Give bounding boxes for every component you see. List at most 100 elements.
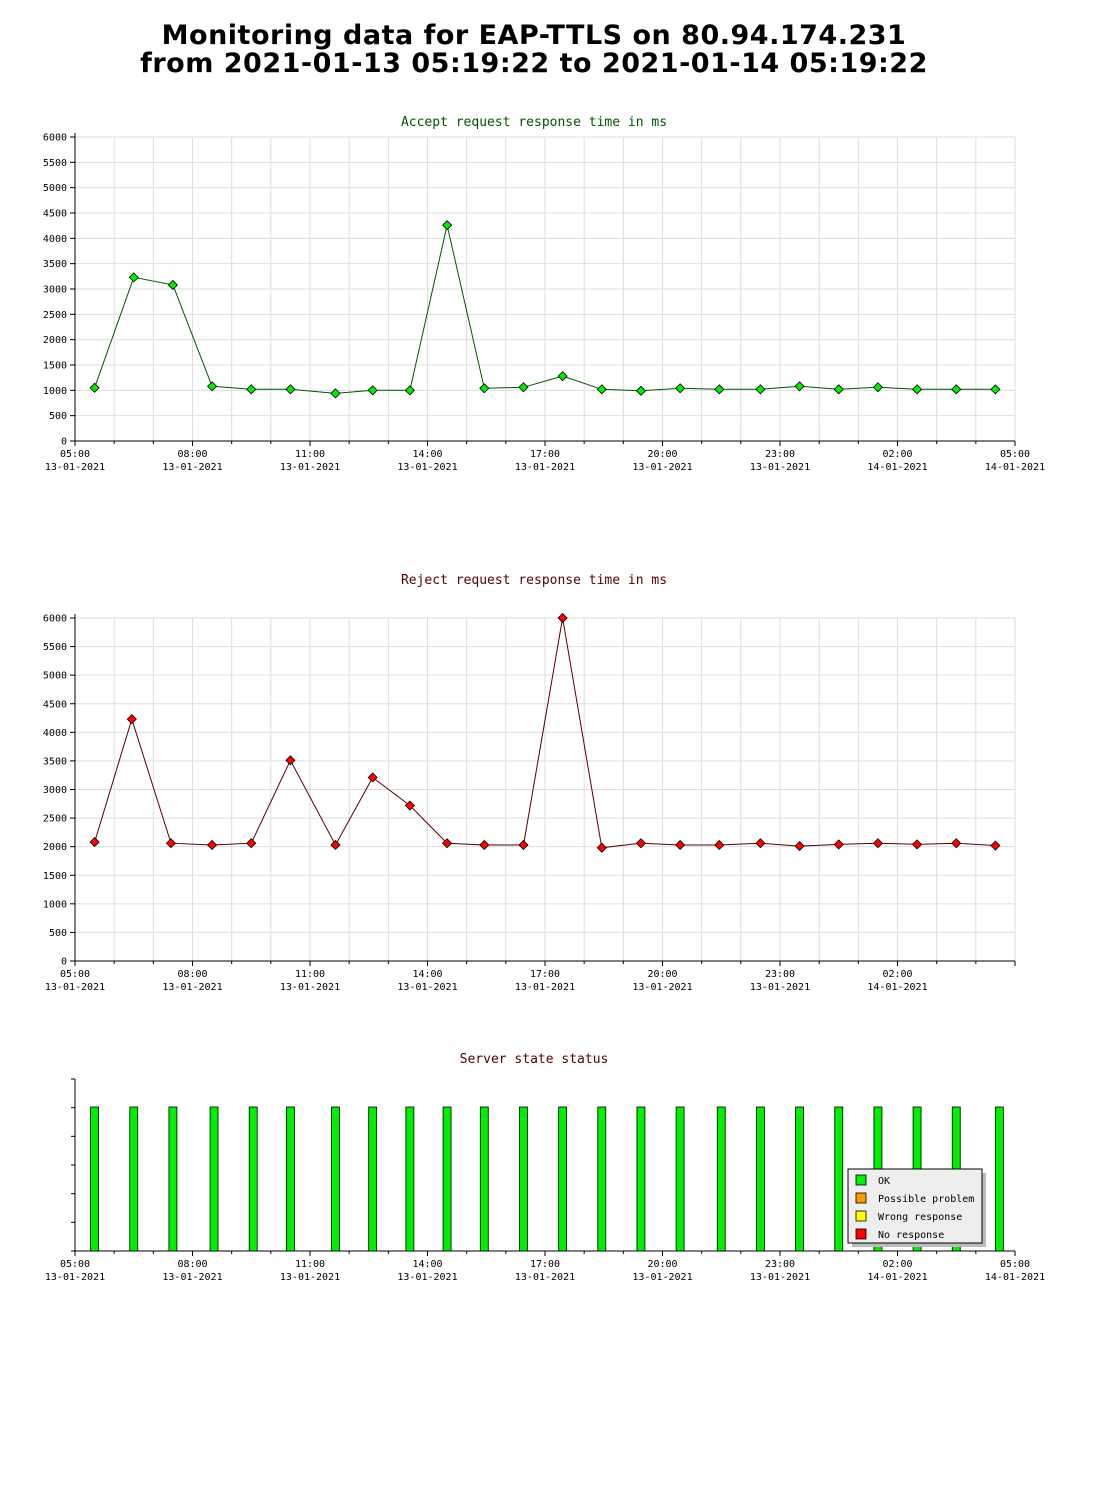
y-tick-label: 4500 xyxy=(43,699,67,710)
x-tick-label-date: 14-01-2021 xyxy=(985,462,1045,473)
data-point xyxy=(518,839,529,851)
x-tick-label-date: 13-01-2021 xyxy=(280,1272,340,1283)
data-point xyxy=(912,384,923,395)
x-tick-label-time: 11:00 xyxy=(295,1259,325,1270)
x-tick-label-date: 13-01-2021 xyxy=(280,462,340,473)
status-bar xyxy=(519,1106,528,1252)
status-bar xyxy=(756,1106,765,1252)
y-tick-label: 0 xyxy=(61,957,67,968)
data-point xyxy=(714,384,725,395)
y-tick-label: 1500 xyxy=(43,361,67,372)
y-tick-label: 1500 xyxy=(43,871,67,882)
legend-swatch xyxy=(855,1174,867,1186)
data-point xyxy=(165,838,177,849)
x-tick-label-date: 13-01-2021 xyxy=(397,462,457,473)
page-title: Monitoring data for EAP-TTLS on 80.94.17… xyxy=(0,22,1068,78)
status-bar xyxy=(331,1106,340,1252)
y-tick-label: 5000 xyxy=(43,183,67,194)
data-point xyxy=(833,384,844,395)
y-tick-label: 500 xyxy=(49,411,67,422)
data-point xyxy=(990,384,1001,395)
chart-title: Server state status xyxy=(460,1052,609,1067)
status-bar xyxy=(675,1106,685,1252)
data-point xyxy=(990,840,1001,851)
y-tick-label: 5500 xyxy=(43,158,67,169)
status-bar xyxy=(209,1106,219,1252)
data-point xyxy=(635,385,647,396)
data-point xyxy=(596,384,607,395)
x-tick-label-time: 17:00 xyxy=(530,969,560,980)
x-tick-label-time: 11:00 xyxy=(295,449,325,460)
x-tick-label-date: 13-01-2021 xyxy=(515,982,575,993)
x-tick-label-date: 13-01-2021 xyxy=(45,462,105,473)
y-tick-label: 4500 xyxy=(43,209,67,220)
y-tick-label: 4000 xyxy=(43,728,67,739)
x-tick-label-date: 13-01-2021 xyxy=(632,1272,692,1283)
status-bar xyxy=(479,1106,489,1252)
y-tick-label: 4000 xyxy=(43,234,67,245)
x-tick-label-time: 08:00 xyxy=(177,1259,207,1270)
x-tick-label-time: 20:00 xyxy=(647,449,677,460)
page-title-line2: from 2021-01-13 05:19:22 to 2021-01-14 0… xyxy=(140,48,928,79)
x-tick-label-date: 13-01-2021 xyxy=(515,1272,575,1283)
data-point xyxy=(442,220,453,231)
y-tick-label: 0 xyxy=(61,437,67,448)
x-tick-label-time: 08:00 xyxy=(177,449,207,460)
y-tick-label: 5500 xyxy=(43,642,67,653)
reject-response-time-chart: Reject request response time in ms 0 500 10… xyxy=(43,573,1016,993)
x-tick-label-date: 13-01-2021 xyxy=(162,462,222,473)
y-tick-label: 3000 xyxy=(43,785,67,796)
data-point xyxy=(89,837,100,848)
status-bar xyxy=(286,1106,295,1252)
data-point xyxy=(442,838,453,849)
data-point xyxy=(285,755,296,766)
data-point xyxy=(557,371,568,382)
data-point xyxy=(912,839,923,850)
x-tick-label-date: 13-01-2021 xyxy=(632,982,692,993)
x-tick-label-time: 14:00 xyxy=(412,449,442,460)
data-point xyxy=(246,838,257,849)
data-point xyxy=(714,839,725,851)
data-point xyxy=(367,772,378,783)
x-tick-label-date: 14-01-2021 xyxy=(867,1272,927,1283)
x-tick-label-date: 14-01-2021 xyxy=(867,462,927,473)
y-tick-label: 3500 xyxy=(43,756,67,767)
data-point xyxy=(635,838,647,849)
data-point xyxy=(128,272,139,283)
status-bar xyxy=(368,1106,378,1252)
x-tick-label-date: 13-01-2021 xyxy=(397,982,457,993)
x-tick-label-time: 05:00 xyxy=(60,1259,90,1270)
x-tick-label-time: 17:00 xyxy=(530,1259,560,1270)
x-tick-label-time: 05:00 xyxy=(60,969,90,980)
chart-title: Reject request response time in ms xyxy=(401,573,667,588)
legend-swatch xyxy=(855,1192,867,1204)
data-point xyxy=(330,839,341,851)
x-tick-label-time: 02:00 xyxy=(882,1259,912,1270)
status-bar xyxy=(834,1106,844,1252)
x-tick-label-time: 14:00 xyxy=(412,1259,442,1270)
status-bar xyxy=(405,1106,415,1252)
y-tick-label: 2000 xyxy=(43,335,67,346)
data-point xyxy=(755,384,766,395)
data-point xyxy=(479,383,490,394)
data-point xyxy=(167,279,178,291)
y-tick-label: 6000 xyxy=(43,133,67,144)
data-point xyxy=(794,841,805,852)
data-point xyxy=(951,838,962,849)
data-point xyxy=(872,382,883,393)
data-point xyxy=(518,382,529,393)
y-tick-label: 2500 xyxy=(43,310,67,321)
y-tick-label: 3500 xyxy=(43,259,67,270)
y-tick-label: 2500 xyxy=(43,814,67,825)
legend-label: No response xyxy=(878,1230,944,1241)
y-tick-label: 500 xyxy=(49,928,67,939)
data-point xyxy=(755,838,766,849)
x-tick-label-time: 23:00 xyxy=(765,449,795,460)
status-bar xyxy=(442,1106,452,1252)
data-point xyxy=(367,385,378,396)
x-tick-label-date: 14-01-2021 xyxy=(867,982,927,993)
status-bar xyxy=(558,1106,568,1252)
y-tick-label: 2000 xyxy=(43,842,67,853)
x-tick-label-date: 13-01-2021 xyxy=(632,462,692,473)
